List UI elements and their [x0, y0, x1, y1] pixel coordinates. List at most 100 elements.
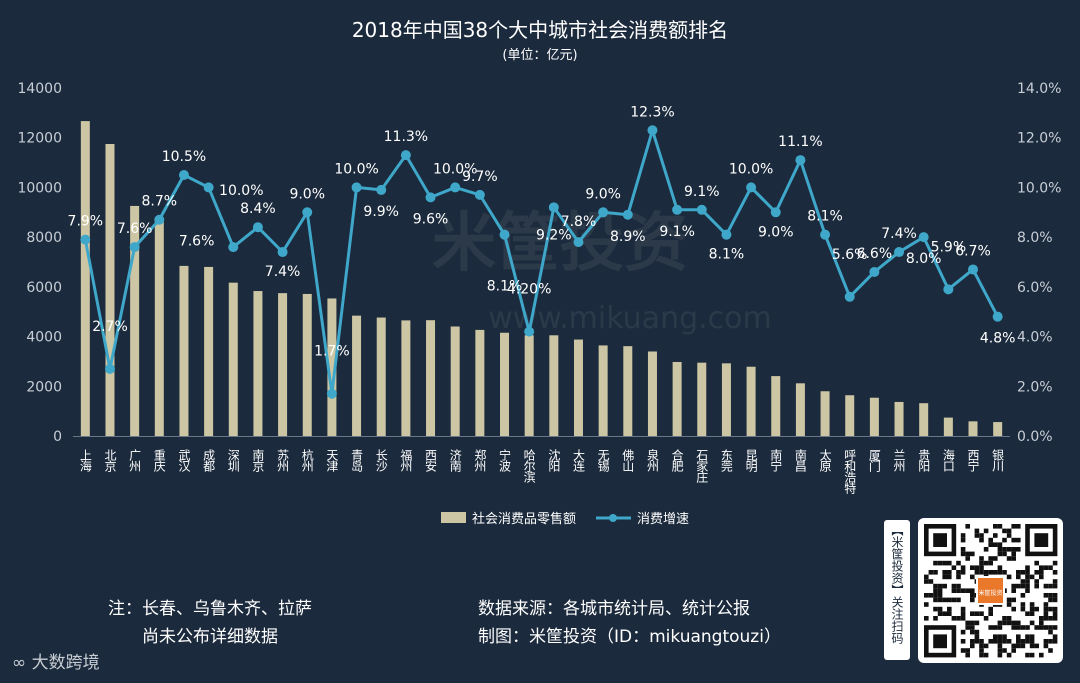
data-label: 8.4%: [240, 201, 276, 217]
qr-module: [993, 634, 998, 639]
qr-module: [1025, 579, 1030, 584]
qr-module: [1052, 583, 1058, 589]
bar: [721, 363, 731, 436]
qr-pattern: 米筐投资: [924, 524, 1058, 658]
line-point: [129, 242, 140, 253]
bar: [697, 362, 707, 436]
x-tick-label: 重庆: [152, 449, 166, 472]
note-line-2: 尚未公布详细数据: [142, 627, 278, 647]
qr-module: [1020, 570, 1026, 575]
data-label: 5.9%: [931, 239, 967, 255]
bar: [524, 335, 534, 436]
qr-module: [1048, 606, 1053, 612]
qr-module: [974, 565, 980, 570]
x-tick-label: 呼和浩特: [843, 449, 857, 494]
qr-module: [997, 570, 1003, 575]
qr-module: [993, 524, 998, 529]
y-right-tick-label: 12.0%: [1017, 131, 1061, 147]
qr-module: [970, 629, 975, 635]
data-label: 7.9%: [68, 214, 104, 230]
qr-module: [1006, 620, 1012, 626]
x-tick-label: 西安: [424, 449, 438, 472]
y-right-tick-label: 14.0%: [1017, 81, 1061, 97]
qr-module: [965, 556, 970, 561]
qr-module: [979, 639, 984, 644]
qr-module: [937, 588, 943, 593]
qr-module: [974, 634, 980, 639]
qr-module: [974, 533, 980, 538]
qr-module: [933, 606, 938, 612]
qr-module: [1011, 583, 1016, 589]
data-label: 9.2%: [536, 227, 572, 243]
qr-module: [1034, 560, 1039, 566]
bar: [80, 121, 90, 436]
data-label: 10.0%: [729, 161, 773, 177]
qr-code[interactable]: 米筐投资: [918, 518, 1063, 663]
qr-module: [1025, 565, 1030, 570]
qr-module: [979, 611, 984, 616]
qr-module: [983, 560, 989, 566]
line-point: [400, 150, 411, 161]
data-label: 10.0%: [334, 161, 378, 177]
bar: [154, 218, 164, 436]
data-label: 6.6%: [857, 246, 893, 262]
qr-module: [1016, 547, 1021, 552]
qr-module: [1011, 606, 1016, 612]
qr-module: [1002, 547, 1007, 552]
qr-module: [1011, 643, 1016, 649]
qr-module: [1034, 570, 1039, 575]
qr-module: [1048, 629, 1053, 635]
qr-module: [1043, 643, 1049, 649]
qr-module: [1011, 625, 1016, 630]
bar: [401, 320, 411, 436]
qr-module: [1039, 625, 1044, 630]
qr-module: [1034, 579, 1039, 584]
x-tick-label: 佛山: [621, 449, 635, 472]
y-right-tick-label: 4.0%: [1017, 330, 1053, 346]
y-left-tick-label: 10000: [17, 180, 62, 196]
qr-module: [997, 634, 1003, 639]
qr-module: [1043, 625, 1049, 630]
x-tick-label: 哈尔滨: [522, 449, 536, 483]
qr-module: [1016, 643, 1021, 649]
qr-module: [924, 602, 929, 607]
qr-module: [951, 597, 957, 603]
qr-module: [988, 611, 993, 616]
qr-module: [965, 648, 970, 653]
line-point: [992, 311, 1003, 322]
legend-swatch-point: [609, 514, 617, 522]
data-label: 9.7%: [462, 169, 498, 185]
data-label: 1.7%: [314, 344, 350, 360]
chart-maker: 制图：米筐投资（ID：mikuangtouzi）: [478, 627, 781, 647]
data-label: 9.9%: [363, 204, 399, 220]
data-label: 7.4%: [265, 264, 301, 280]
bar: [869, 397, 879, 436]
qr-module: [974, 629, 980, 635]
line-point: [104, 363, 115, 374]
qr-module: [965, 625, 970, 630]
qr-module: [1029, 652, 1035, 658]
qr-module: [1011, 524, 1016, 529]
qr-module: [993, 570, 998, 575]
qr-module: [1006, 547, 1012, 552]
qr-module: [1002, 620, 1007, 626]
x-tick-label: 昆明: [744, 449, 758, 473]
line-point: [178, 170, 189, 180]
qr-module: [960, 611, 966, 616]
y-left-tick-label: 12000: [17, 131, 62, 147]
y-left-tick-label: 2000: [26, 379, 62, 395]
x-tick-label: 成都: [202, 449, 216, 472]
line-point: [721, 229, 732, 240]
chart-title: 2018年中国38个大中城市社会消费额排名: [352, 18, 728, 42]
line-point: [968, 264, 979, 275]
data-label: 8.7%: [142, 194, 178, 210]
qr-module: [997, 524, 1003, 529]
line-point: [252, 222, 263, 233]
qr-module: [1043, 583, 1049, 589]
qr-module: [1048, 648, 1053, 653]
qr-module: [1052, 597, 1058, 603]
bar: [919, 403, 929, 436]
qr-module: [1039, 565, 1044, 570]
watermark-text: 米筐投资: [432, 207, 688, 281]
